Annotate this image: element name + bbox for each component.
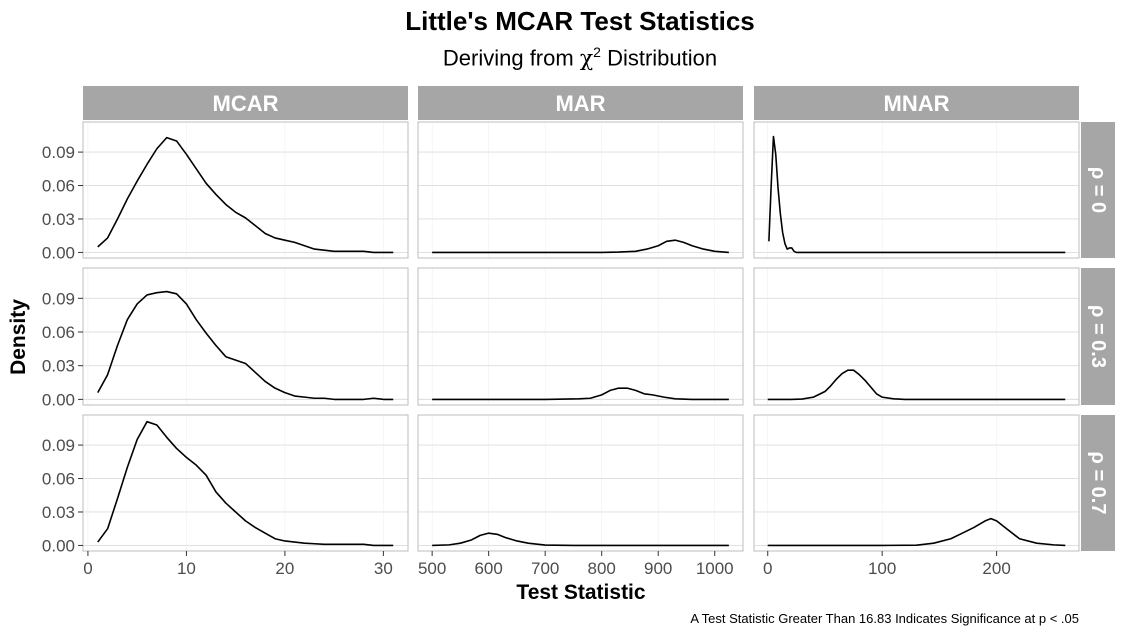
x-tick-label: 100	[868, 559, 896, 578]
panel-border	[753, 121, 1080, 259]
facet-strip-column	[418, 86, 743, 120]
chart-title: Little's MCAR Test Statistics	[405, 6, 755, 36]
x-tick-label: 20	[275, 559, 294, 578]
density-curve	[97, 290, 394, 401]
chart-subtitle: Deriving from χ2 Distribution	[0, 44, 1125, 71]
y-tick-label: 0.06	[42, 470, 75, 489]
x-tick-label: 30	[374, 559, 393, 578]
subtitle-prefix: Deriving from	[442, 45, 580, 71]
facet-strip-row-label: ρ = 0.3	[1087, 305, 1109, 368]
panel-border	[82, 267, 409, 406]
x-tick-label: 1000	[696, 559, 734, 578]
y-tick-label: 0.06	[42, 323, 75, 342]
chi-symbol: χ	[579, 46, 594, 72]
x-tick-label: 600	[474, 559, 502, 578]
y-tick-label: 0.00	[42, 243, 75, 262]
density-curve	[432, 239, 729, 254]
density-curve	[768, 135, 1066, 254]
density-curve	[97, 420, 394, 547]
facet-strip-row	[1081, 122, 1115, 258]
x-tick-label: 700	[531, 559, 559, 578]
density-curve	[97, 136, 394, 254]
facet-strip-row-label: ρ = 0.7	[1087, 452, 1109, 515]
panel-border	[753, 267, 1080, 406]
panel-border	[82, 121, 409, 259]
density-curve	[432, 387, 729, 401]
panel-border	[417, 414, 744, 552]
chart-caption: A Test Statistic Greater Than 16.83 Indi…	[690, 611, 1079, 626]
facet-strip-column	[754, 86, 1079, 120]
density-curve	[767, 517, 1066, 547]
y-tick-label: 0.06	[42, 177, 75, 196]
x-axis-title: Test Statistic	[516, 581, 645, 604]
facet-strip-column-label: MAR	[555, 91, 605, 116]
facet-strip-row	[1081, 268, 1115, 405]
panel-border	[417, 121, 744, 259]
panel-border	[82, 414, 409, 552]
facet-strip-column-label: MCAR	[213, 91, 279, 116]
facet-strip-row-label: ρ = 0	[1087, 167, 1109, 213]
facet-strip-column	[83, 86, 408, 120]
subtitle-superscript: 2	[593, 44, 601, 60]
y-tick-label: 0.03	[42, 210, 75, 229]
y-tick-label: 0.09	[42, 143, 75, 162]
panel-border	[417, 267, 744, 406]
panel-border	[753, 414, 1080, 552]
density-curve	[767, 369, 1066, 401]
y-tick-label: 0.09	[42, 436, 75, 455]
x-tick-label: 500	[418, 559, 446, 578]
y-tick-label: 0.00	[42, 536, 75, 555]
x-tick-label: 200	[982, 559, 1010, 578]
y-axis-title: Density	[7, 299, 30, 375]
x-tick-label: 800	[588, 559, 616, 578]
x-tick-label: 0	[83, 559, 92, 578]
y-tick-label: 0.03	[42, 357, 75, 376]
facet-strip-row	[1081, 415, 1115, 551]
x-tick-label: 900	[644, 559, 672, 578]
y-tick-label: 0.09	[42, 289, 75, 308]
subtitle-suffix: Distribution	[600, 45, 718, 71]
y-tick-label: 0.03	[42, 503, 75, 522]
x-tick-label: 0	[763, 559, 772, 578]
x-tick-label: 10	[177, 559, 196, 578]
facet-strip-column-label: MNAR	[884, 91, 950, 116]
y-tick-label: 0.00	[42, 390, 75, 409]
density-curve	[432, 532, 729, 547]
